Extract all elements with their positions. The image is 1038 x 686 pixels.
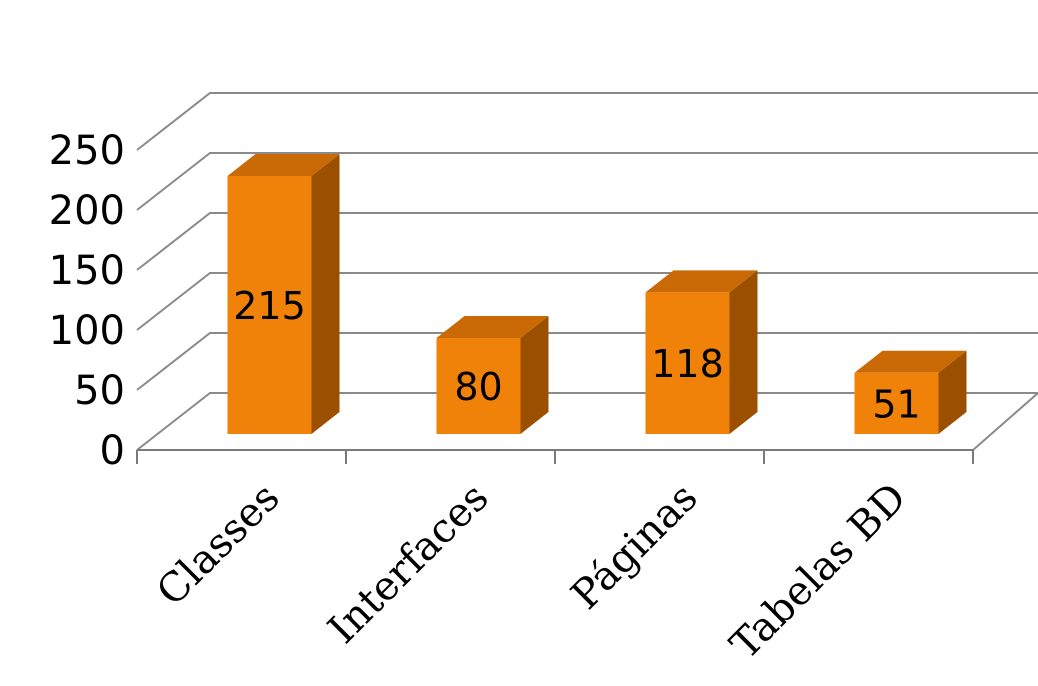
gridline-0 [136, 392, 1038, 451]
bar-side [729, 270, 758, 434]
data-label: 80 [454, 365, 502, 409]
bar [227, 154, 340, 434]
y-tick-label: 0 [100, 428, 125, 474]
bar-side [938, 350, 967, 434]
bar-side [520, 316, 549, 434]
y-tick-label: 50 [74, 368, 125, 414]
y-tick-label: 200 [49, 188, 125, 234]
x-tick-label: Páginas [563, 475, 707, 619]
bar-top [436, 316, 549, 338]
y-tick-label: 150 [49, 248, 125, 294]
gridline-50 [136, 332, 1038, 391]
bar-front [436, 338, 521, 434]
y-tick-label: 250 [49, 128, 125, 174]
data-label: 118 [651, 342, 724, 386]
gridlines [136, 92, 1038, 451]
x-tick-label: Classes [148, 475, 288, 615]
bar [854, 350, 967, 434]
x-tick-label: Interfaces [320, 475, 498, 653]
bar-top [227, 154, 340, 176]
bar-front [854, 372, 939, 434]
bar-top [854, 350, 967, 373]
bar [645, 270, 758, 434]
bar-side [311, 154, 340, 434]
x-axis-tick-labels: Classes Interfaces Páginas Tabelas BD [148, 475, 915, 669]
bar-top [645, 270, 758, 293]
gridline-100 [136, 272, 1038, 331]
x-tick-label: Tabelas BD [722, 475, 916, 669]
data-label: 215 [233, 284, 306, 328]
bar-front [645, 292, 730, 434]
y-axis-tick-labels: 0 50 100 150 200 250 [49, 128, 125, 474]
gridline-200 [136, 152, 1038, 211]
axes [136, 449, 974, 464]
bars [227, 154, 967, 434]
bar-front [227, 176, 312, 434]
data-labels: 215 80 118 51 [233, 284, 920, 426]
gridline-150 [136, 212, 1038, 271]
y-tick-label: 100 [49, 308, 125, 354]
bar [436, 316, 549, 434]
data-label: 51 [872, 382, 920, 426]
floor-right-edge [972, 392, 1038, 451]
gridline-250 [136, 92, 1038, 151]
